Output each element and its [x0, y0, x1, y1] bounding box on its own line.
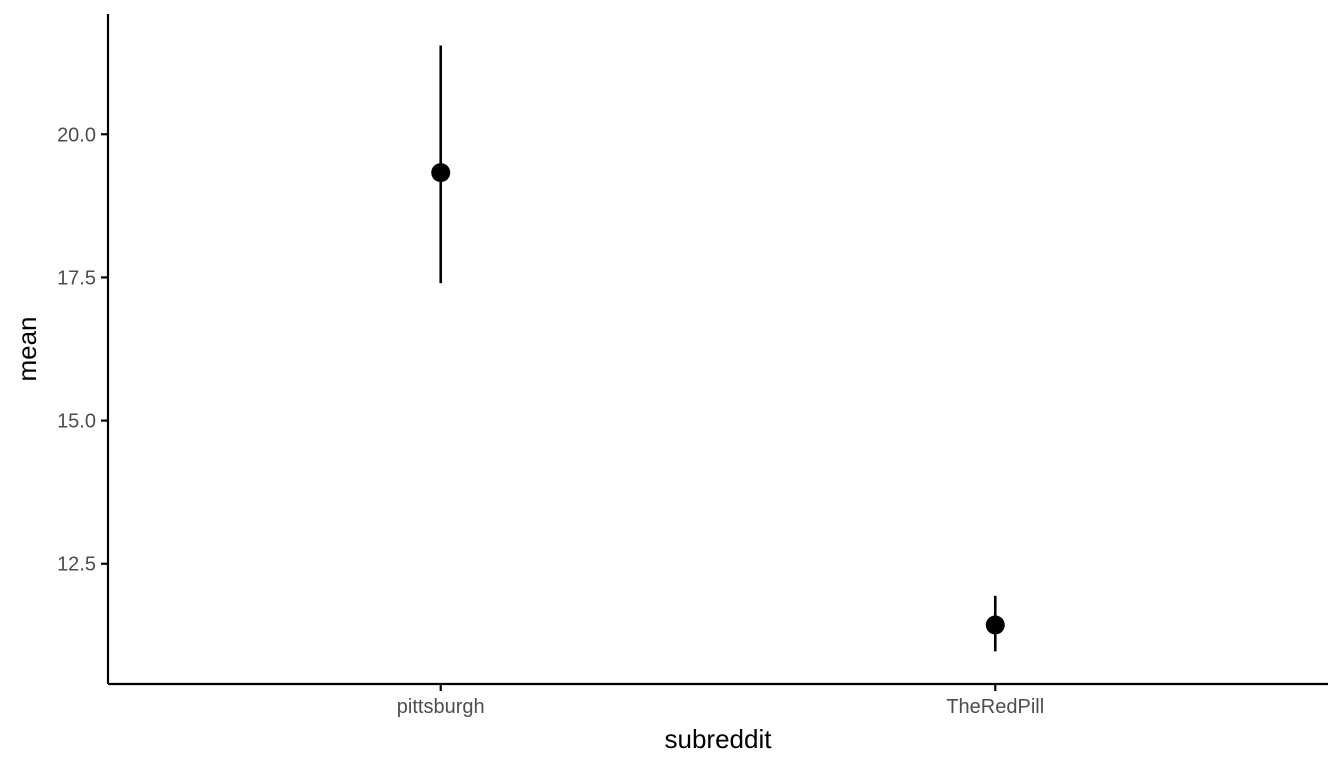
plot-area [431, 45, 1005, 652]
y-tick-label: 15.0 [57, 411, 96, 433]
mean-point-TheRedPill [985, 615, 1005, 635]
y-axis-ticks: 12.5 15.0 17.5 20.0 [57, 124, 108, 576]
y-tick-label: 17.5 [57, 267, 96, 289]
x-axis-title: subreddit [665, 724, 773, 754]
x-axis-ticks: pittsburgh TheRedPill [397, 684, 1044, 718]
mean-point-pittsburgh [431, 163, 451, 183]
y-axis-title: mean [12, 316, 42, 381]
y-tick-label: 12.5 [57, 554, 96, 576]
x-tick-label: TheRedPill [946, 696, 1044, 718]
y-tick-label: 20.0 [57, 124, 96, 146]
x-tick-label: pittsburgh [397, 696, 485, 718]
